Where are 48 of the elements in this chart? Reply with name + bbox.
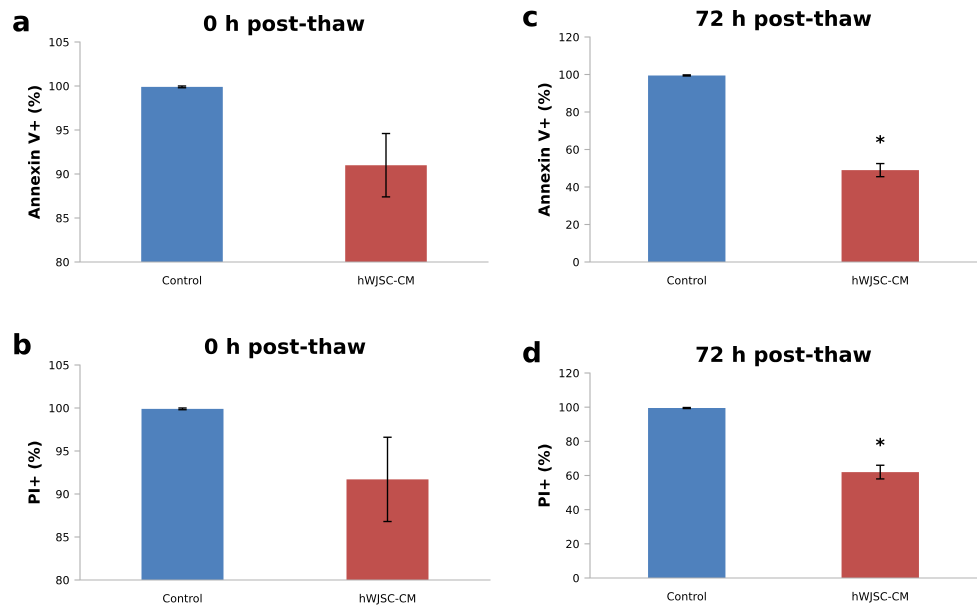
y-tick-label: 85 (56, 532, 69, 542)
chart-title: 0 h post-thaw (204, 15, 364, 36)
y-tick-label: 90 (56, 490, 69, 498)
y-tick-label: 100 (560, 70, 579, 79)
x-tick-label: Control (163, 594, 202, 602)
y-tick-label: 60 (566, 145, 579, 154)
y-tick-label: 95 (56, 126, 69, 134)
y-tick-label: 80 (56, 258, 69, 266)
y-tick-label: 80 (56, 576, 69, 584)
x-tick-label: Control (667, 276, 706, 284)
text: a (13, 16, 29, 32)
y-tick-label: 100 (50, 404, 69, 412)
y-tick-label: 80 (566, 108, 579, 116)
y-tick-label: 20 (566, 540, 579, 548)
y-tick-label: 100 (50, 82, 69, 90)
x-tick-label: Control (162, 276, 202, 284)
x-tick-label: Control (667, 592, 706, 600)
y-tick-label: 60 (566, 471, 579, 480)
x-tick-label: hWJSC-CM (852, 276, 908, 287)
y-tick-label: 95 (56, 446, 69, 456)
text: b (14, 333, 31, 355)
y-axis-title: Annexin V+ (%) (28, 86, 42, 220)
y-tick-label: 120 (560, 368, 579, 378)
y-tick-label: 80 (566, 437, 579, 446)
chart-title: 0 h post-thaw (204, 338, 366, 358)
chart-title: 72 h post-thaw (696, 346, 872, 366)
y-tick-label: 105 (50, 360, 69, 370)
y-axis-title: PI+ (%) (28, 442, 42, 504)
y-tick-label: 40 (566, 182, 579, 192)
y-tick-label: 40 (566, 506, 579, 514)
y-tick-label: 85 (56, 214, 69, 222)
y-axis-title: PI+ (%) (538, 444, 552, 506)
annotation: * (876, 135, 885, 144)
text: c (523, 10, 537, 27)
chart-title: 72 h post-thaw (696, 10, 872, 30)
y-tick-label: 90 (56, 170, 69, 178)
annotation: * (876, 438, 885, 446)
x-tick-label: hWJSC-CM (852, 592, 908, 603)
x-tick-label: hWJSC-CM (360, 594, 416, 605)
y-tick-label: 0 (573, 258, 579, 266)
x-tick-label: hWJSC-CM (358, 276, 414, 287)
y-tick-label: 100 (560, 403, 579, 412)
text: d (523, 341, 540, 363)
y-axis-title: Annexin V+ (%) (538, 84, 552, 217)
y-tick-label: 0 (573, 574, 579, 582)
y-tick-label: 20 (566, 220, 579, 229)
y-tick-label: 105 (50, 38, 69, 46)
y-tick-label: 120 (560, 32, 579, 42)
